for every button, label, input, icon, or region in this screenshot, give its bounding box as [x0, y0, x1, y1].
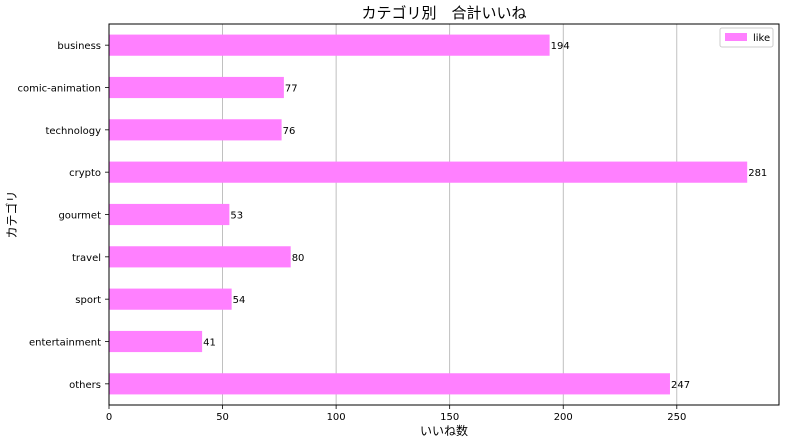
x-tick-label: 50 [216, 412, 229, 423]
y-tick-label-travel: travel [72, 253, 101, 264]
legend: like [719, 27, 774, 48]
data-labels: 194 77 76 281 53 80 54 41 247 [203, 41, 767, 391]
x-tick-label: 250 [667, 412, 686, 423]
data-label-entertainment: 41 [203, 338, 216, 349]
chart-title: カテゴリ別 合計いいね [361, 4, 526, 22]
x-tick-label: 0 [106, 412, 112, 423]
data-label-technology: 76 [283, 126, 296, 137]
bar-travel [109, 246, 291, 268]
y-tick-label-entertainment: entertainment [29, 338, 101, 349]
data-label-travel: 80 [292, 253, 305, 264]
y-tick-label-comic-animation: comic-animation [17, 84, 101, 95]
bar-business [109, 34, 550, 56]
grid-lines [222, 24, 678, 405]
x-tick-label: 150 [440, 412, 459, 423]
bar-others [109, 373, 670, 395]
bar-entertainment [109, 330, 203, 353]
data-label-others: 247 [671, 380, 690, 391]
x-tick-label: 200 [554, 412, 573, 423]
y-tick-label-others: others [69, 380, 101, 391]
y-tick-label-business: business [57, 41, 101, 52]
y-tick-label-sport: sport [75, 295, 101, 306]
x-axis-title: いいね数 [420, 423, 468, 438]
bar-crypto [109, 161, 748, 183]
bars [109, 34, 748, 395]
data-label-business: 194 [551, 41, 570, 52]
y-axis-title: カテゴリ [4, 190, 19, 238]
legend-label: like [753, 33, 770, 44]
y-axis-ticks: business comic-animation technology crypto g… [17, 41, 109, 391]
y-tick-label-technology: technology [45, 126, 101, 137]
bar-technology [109, 119, 282, 141]
x-tick-label: 100 [327, 412, 346, 423]
data-label-sport: 54 [233, 295, 246, 306]
x-axis-ticks: 0 50 100 150 200 250 [106, 405, 686, 423]
bar-comic-animation [109, 76, 284, 99]
bar-sport [109, 288, 232, 310]
data-label-crypto: 281 [748, 168, 767, 179]
bar-gourmet [109, 203, 230, 226]
y-tick-label-crypto: crypto [69, 168, 101, 179]
data-label-comic-animation: 77 [285, 84, 298, 95]
legend-swatch [725, 33, 747, 41]
y-tick-label-gourmet: gourmet [58, 211, 101, 222]
data-label-gourmet: 53 [230, 211, 243, 222]
